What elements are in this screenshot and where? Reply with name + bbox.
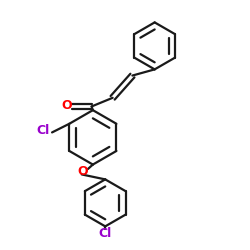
Text: Cl: Cl	[98, 227, 112, 240]
Text: Cl: Cl	[37, 124, 50, 137]
Text: O: O	[78, 166, 88, 178]
Text: O: O	[61, 99, 72, 112]
